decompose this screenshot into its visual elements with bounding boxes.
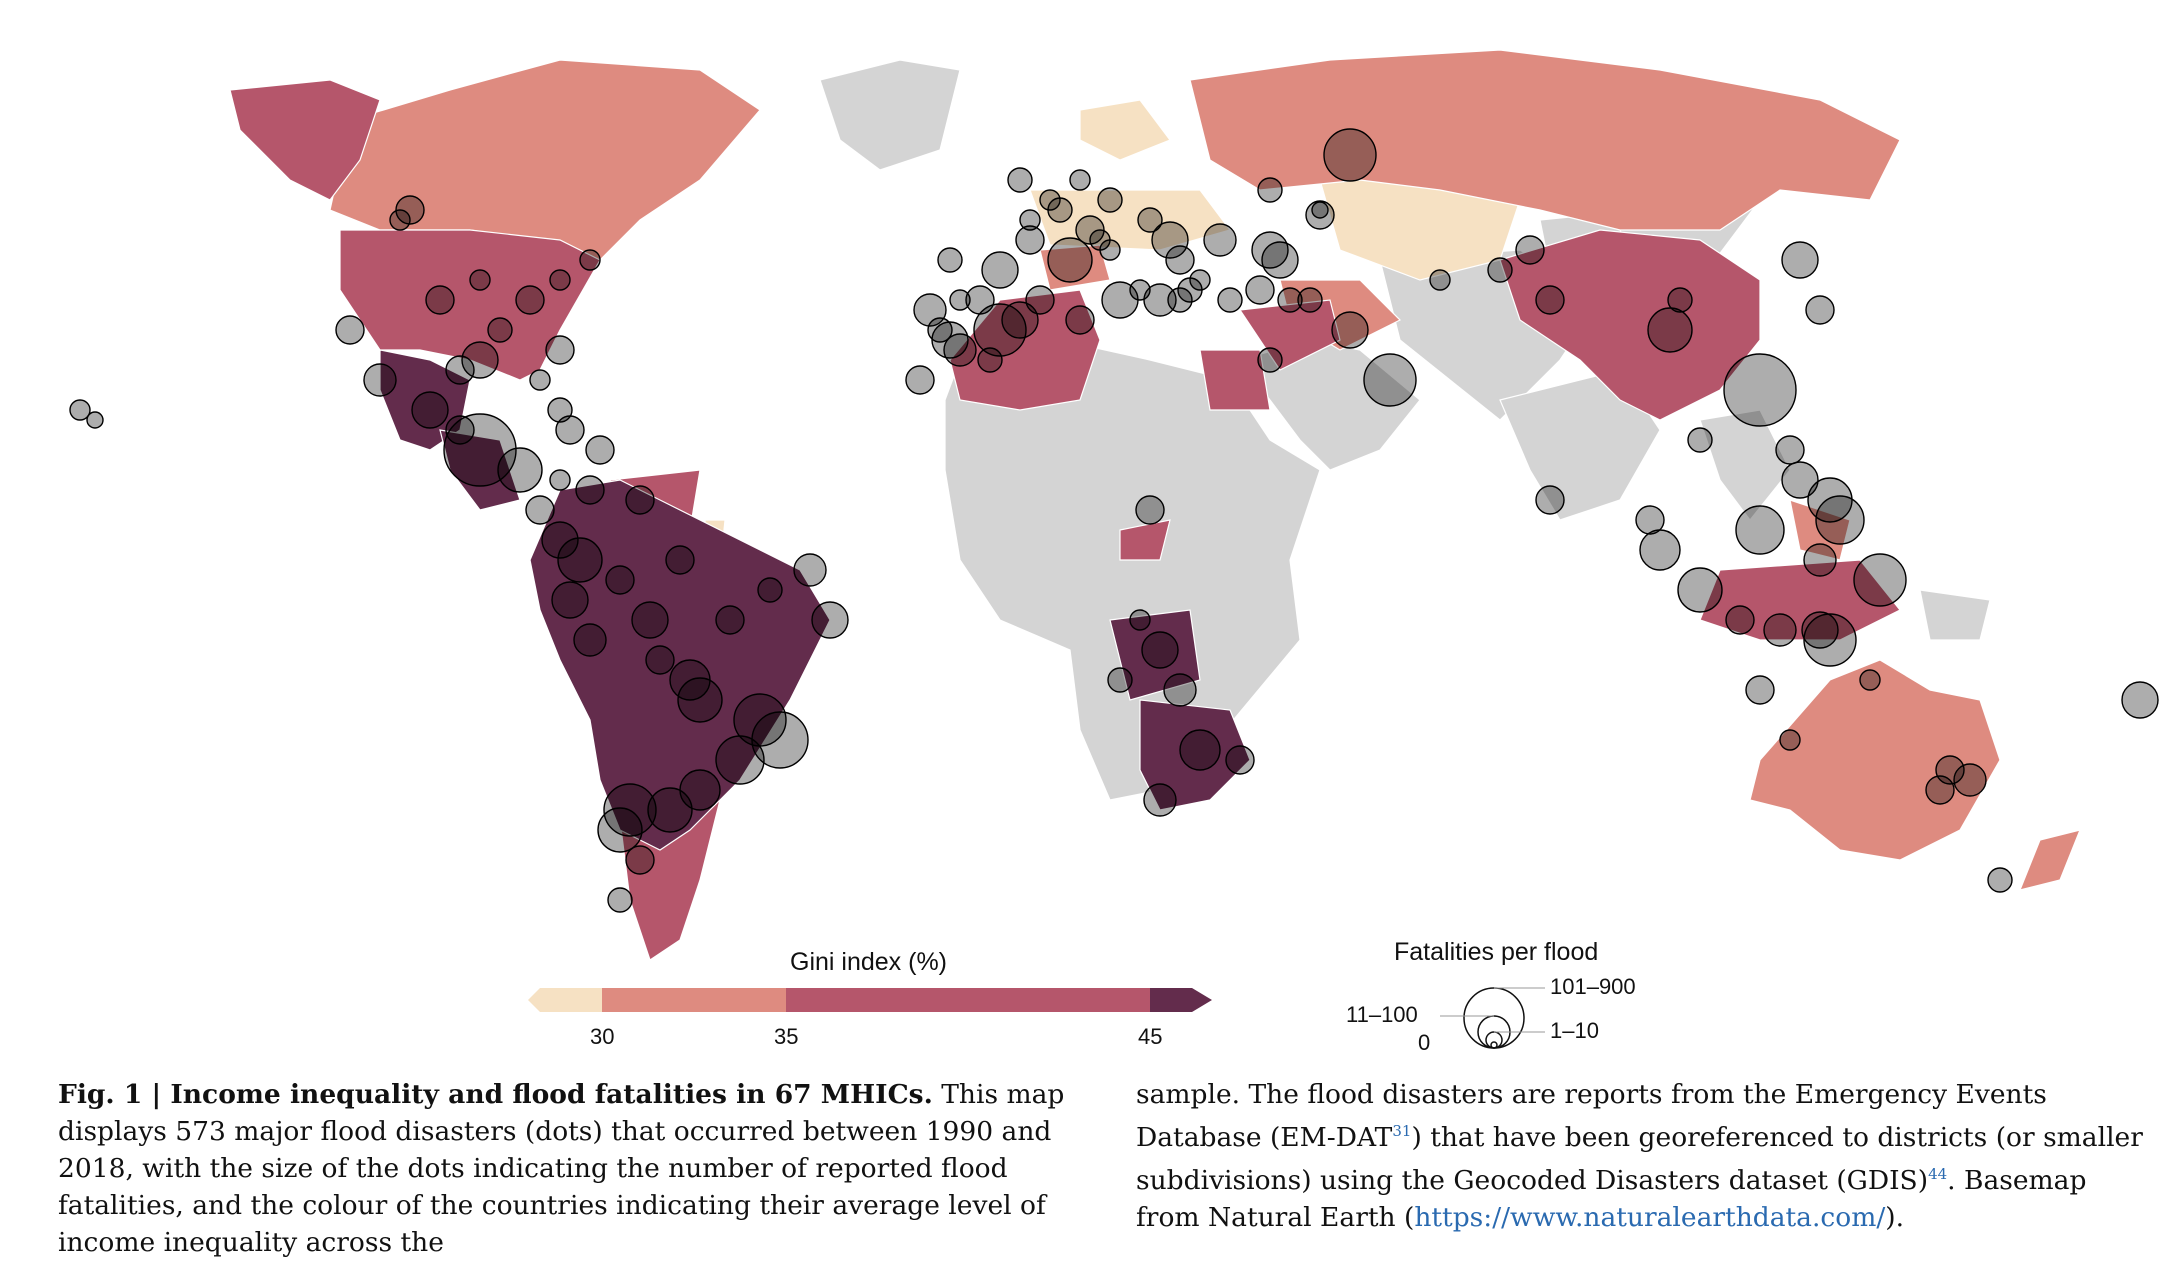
fatalities-label-large: 101–900 <box>1550 974 1636 999</box>
caption-left: Fig. 1 | Income inequality and flood fat… <box>58 1076 1078 1261</box>
fatalities-legend-title: Fatalities per flood <box>1394 938 1599 966</box>
fatalities-legend-circles <box>1440 987 1545 1049</box>
figure-label: Fig. 1 | Income inequality and flood fat… <box>58 1079 933 1110</box>
gini-tick-35: 35 <box>774 1024 799 1049</box>
colorbar-segment-under-30 <box>540 988 602 1012</box>
natural-earth-link[interactable]: https://www.naturalearthdata.com/ <box>1414 1201 1886 1233</box>
colorbar-segment-over-45 <box>1150 988 1192 1012</box>
gini-tick-45: 45 <box>1138 1024 1163 1049</box>
gini-legend-title: Gini index (%) <box>790 948 947 976</box>
gini-tick-30: 30 <box>590 1024 615 1049</box>
caption-right-part2: ) that have been georeferenced to distri… <box>1136 1121 2143 1196</box>
fatalities-label-mid: 11–100 <box>1346 1002 1418 1027</box>
caption-right-part1: sample. The flood disasters are reports … <box>1136 1079 2047 1153</box>
reference-44[interactable]: 44 <box>1928 1164 1948 1183</box>
caption-left-text: This map displays 573 major flood disast… <box>58 1079 1065 1258</box>
gini-colorbar <box>528 988 1212 1012</box>
fatalities-label-small: 1–10 <box>1550 1018 1599 1043</box>
gini-30-35 <box>329 49 2081 891</box>
colorbar-segment-30-35 <box>602 988 786 1012</box>
caption-right: sample. The flood disasters are reports … <box>1136 1076 2146 1236</box>
fatalities-label-zero: 0 <box>1418 1030 1431 1055</box>
legend-circle-large <box>1463 987 1525 1049</box>
flood-dots <box>69 128 2159 913</box>
caption-right-part4: ). <box>1885 1201 1905 1233</box>
colorbar-segment-35-45 <box>786 988 1150 1012</box>
gini-35-45 <box>229 79 1901 961</box>
legend-circle-zero <box>1490 1041 1498 1049</box>
colorbar-right-arrow <box>1192 988 1212 1012</box>
colorbar-left-arrow <box>528 988 540 1012</box>
caption-right-part3: . Basemap from Natural Earth ( <box>1136 1164 2087 1233</box>
reference-31[interactable]: 31 <box>1392 1122 1412 1140</box>
legend-circle-small <box>1485 1031 1503 1049</box>
